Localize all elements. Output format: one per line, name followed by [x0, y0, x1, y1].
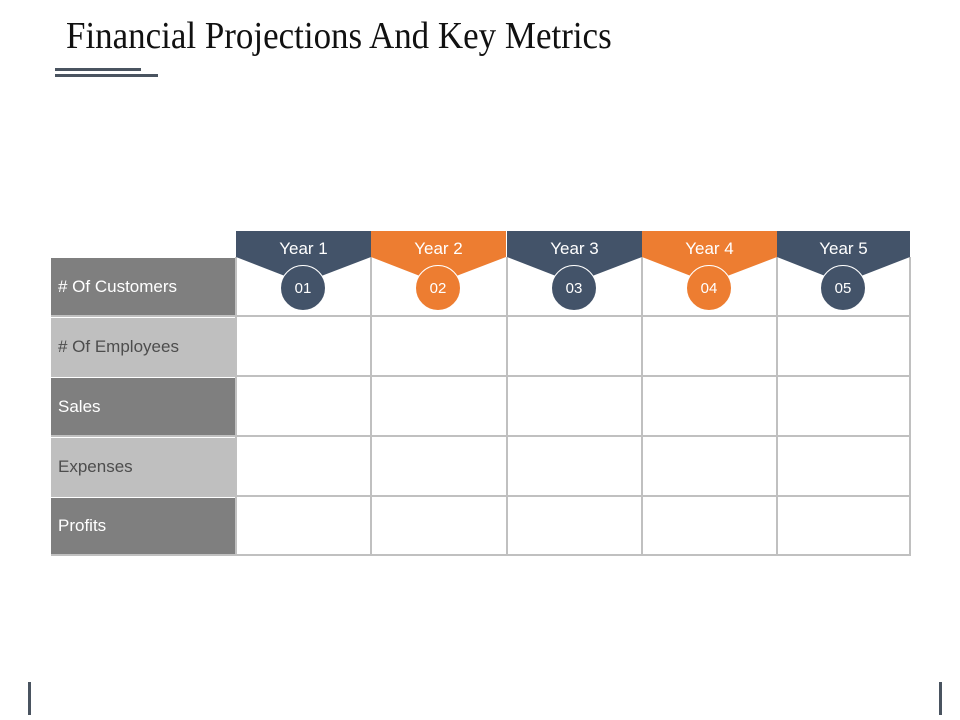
year-number-badge: 02 — [415, 265, 461, 311]
year-number-badge: 05 — [820, 265, 866, 311]
grid-line — [641, 257, 643, 556]
grid-line — [506, 257, 508, 556]
page-title: Financial Projections And Key Metrics — [66, 15, 612, 57]
year-header-4: Year 4 04 — [642, 231, 777, 315]
grid-line — [51, 435, 911, 437]
title-underline-long — [55, 74, 158, 77]
banner-shape — [236, 231, 371, 283]
year-label: Year 2 — [414, 239, 463, 258]
title-underline-short — [55, 68, 141, 71]
year-header-5: Year 5 05 — [777, 231, 910, 315]
corner-accent-right — [939, 682, 942, 715]
grid-line — [51, 554, 911, 556]
banner-shape — [777, 231, 910, 283]
grid-line — [235, 257, 237, 556]
grid-line — [51, 495, 911, 497]
year-number-badge: 04 — [686, 265, 732, 311]
row-label-expenses: Expenses — [51, 438, 235, 495]
year-header-1: Year 1 01 — [236, 231, 371, 315]
banner-shape — [371, 231, 506, 283]
row-label-profits: Profits — [51, 498, 235, 554]
row-label-customers: # Of Customers — [51, 258, 235, 315]
grid-line — [370, 257, 372, 556]
banner-shape — [642, 231, 777, 283]
year-label: Year 4 — [685, 239, 734, 258]
grid-line — [51, 315, 911, 317]
grid-line — [51, 375, 911, 377]
grid-line — [776, 257, 778, 556]
year-label: Year 1 — [279, 239, 328, 258]
year-label: Year 5 — [819, 239, 868, 258]
year-label: Year 3 — [550, 239, 599, 258]
year-number-badge: 03 — [551, 265, 597, 311]
year-header-3: Year 3 03 — [507, 231, 642, 315]
row-label-employees: # Of Employees — [51, 318, 235, 375]
banner-shape — [507, 231, 642, 283]
year-header-2: Year 2 02 — [371, 231, 506, 315]
year-number-badge: 01 — [280, 265, 326, 311]
corner-accent-left — [28, 682, 31, 715]
grid-line — [909, 257, 911, 556]
row-label-sales: Sales — [51, 378, 235, 435]
